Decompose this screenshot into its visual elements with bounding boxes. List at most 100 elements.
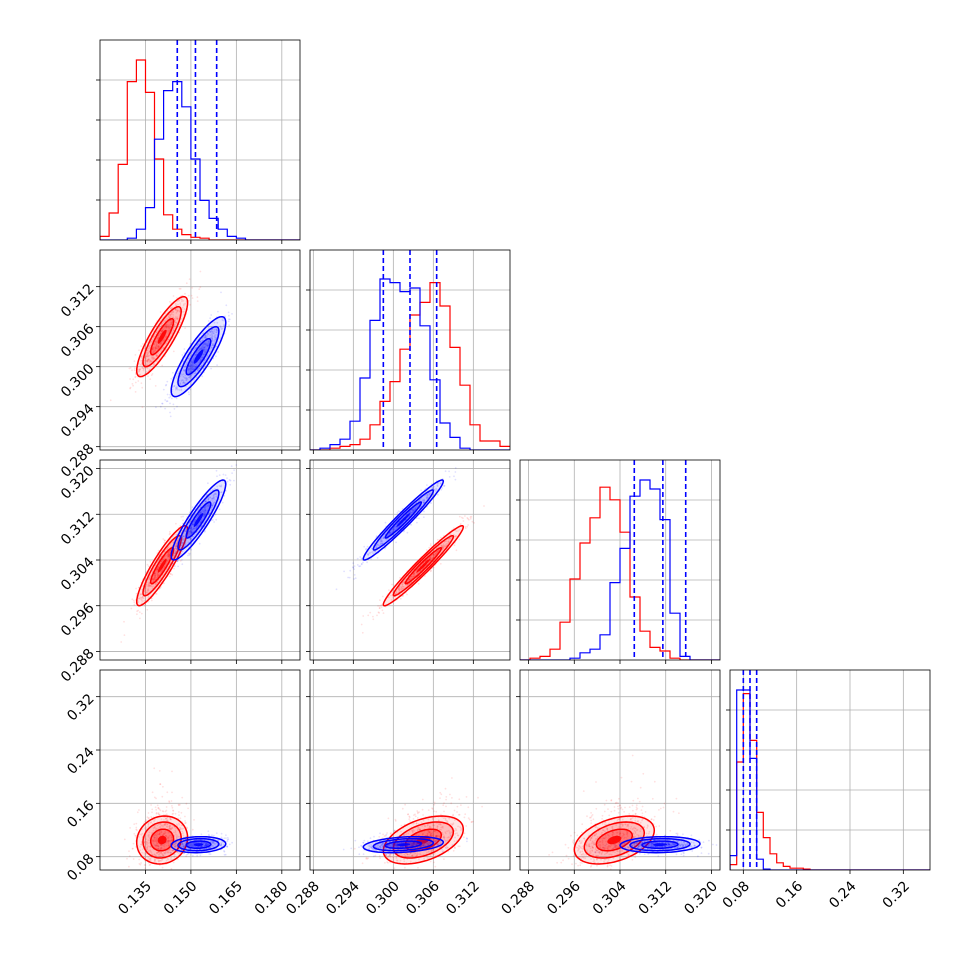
- sample-point: [397, 512, 399, 514]
- sample-point: [440, 563, 442, 565]
- sample-point: [229, 844, 231, 846]
- sample-point: [139, 618, 141, 620]
- sample-point: [184, 816, 186, 818]
- sample-point: [376, 615, 378, 617]
- sample-point: [133, 833, 135, 835]
- sample-point: [473, 522, 475, 524]
- sample-point: [217, 311, 219, 313]
- sample-point: [173, 404, 175, 406]
- sample-point: [187, 808, 189, 810]
- sample-point: [391, 584, 393, 586]
- sample-point: [367, 615, 369, 617]
- sample-point: [178, 804, 180, 806]
- sample-point: [144, 821, 146, 823]
- sample-point: [379, 607, 381, 609]
- scatter-panel-2-1: [306, 460, 510, 664]
- sample-point: [169, 403, 171, 405]
- sample-point: [215, 519, 217, 521]
- sample-point: [235, 464, 237, 466]
- sample-point: [197, 300, 199, 302]
- sample-point: [428, 547, 430, 549]
- sample-point: [149, 864, 151, 866]
- sample-point: [220, 292, 222, 294]
- sample-point: [223, 474, 225, 476]
- sample-point: [160, 406, 162, 408]
- sample-point: [465, 527, 467, 529]
- sample-point: [135, 354, 137, 356]
- sample-point: [184, 348, 186, 350]
- sample-point: [441, 487, 443, 489]
- sample-point: [135, 588, 137, 590]
- sample-point: [152, 791, 154, 793]
- sample-point: [362, 632, 364, 634]
- sample-point: [192, 506, 194, 508]
- sample-point: [135, 391, 137, 393]
- sample-point: [141, 382, 143, 384]
- sample-point: [199, 543, 201, 545]
- sample-point: [133, 600, 135, 602]
- sample-point: [132, 378, 134, 380]
- sample-point: [164, 408, 166, 410]
- sample-point: [219, 508, 221, 510]
- sample-point: [148, 565, 150, 567]
- sample-point: [189, 553, 191, 555]
- sample-point: [216, 470, 218, 472]
- sample-point: [172, 372, 174, 374]
- sample-point: [188, 394, 190, 396]
- sample-point: [147, 375, 149, 377]
- sample-point: [129, 378, 131, 380]
- sample-point: [210, 368, 212, 370]
- sample-point: [336, 588, 338, 590]
- sample-point: [456, 549, 458, 551]
- sample-point: [353, 578, 355, 580]
- sample-point: [237, 457, 239, 459]
- sample-point: [139, 611, 141, 613]
- sample-point: [378, 612, 380, 614]
- sample-point: [367, 546, 369, 548]
- histogram-panel-3: [726, 670, 930, 874]
- sample-point: [196, 855, 198, 857]
- histogram-red: [730, 694, 930, 870]
- sample-point: [162, 867, 164, 869]
- sample-point: [455, 479, 457, 481]
- sample-point: [166, 791, 168, 793]
- sample-point: [181, 559, 183, 561]
- sample-point: [170, 378, 172, 380]
- sample-point: [226, 477, 228, 479]
- sample-point: [141, 387, 143, 389]
- sample-point: [213, 521, 215, 523]
- sample-point: [148, 812, 150, 814]
- sample-point: [229, 479, 231, 481]
- sample-point: [133, 601, 135, 603]
- sample-point: [163, 583, 165, 585]
- scatter-panel-2-0: [96, 435, 300, 664]
- sample-point: [377, 557, 379, 559]
- sample-point: [176, 406, 178, 408]
- sample-point: [169, 531, 171, 533]
- sample-point: [247, 435, 249, 437]
- sample-point: [449, 476, 451, 478]
- sample-point: [130, 608, 132, 610]
- sample-point: [400, 598, 402, 600]
- sample-point: [207, 482, 209, 484]
- sample-point: [215, 355, 217, 357]
- sample-point: [173, 351, 175, 353]
- sample-point: [437, 494, 439, 496]
- sample-point: [231, 465, 233, 467]
- sample-point: [129, 855, 131, 857]
- sample-point: [361, 624, 363, 626]
- histogram-panel-1: [306, 250, 510, 454]
- sample-point: [144, 864, 146, 866]
- sample-point: [454, 544, 456, 546]
- sample-point: [470, 516, 472, 518]
- sample-point: [186, 282, 188, 284]
- sample-point: [221, 833, 223, 835]
- sample-point: [166, 810, 168, 812]
- sample-point: [150, 816, 152, 818]
- sample-point: [228, 315, 230, 317]
- sample-point: [162, 811, 164, 813]
- sample-point: [466, 526, 468, 528]
- sample-point: [445, 470, 447, 472]
- sample-point: [406, 594, 408, 596]
- sample-point: [178, 811, 180, 813]
